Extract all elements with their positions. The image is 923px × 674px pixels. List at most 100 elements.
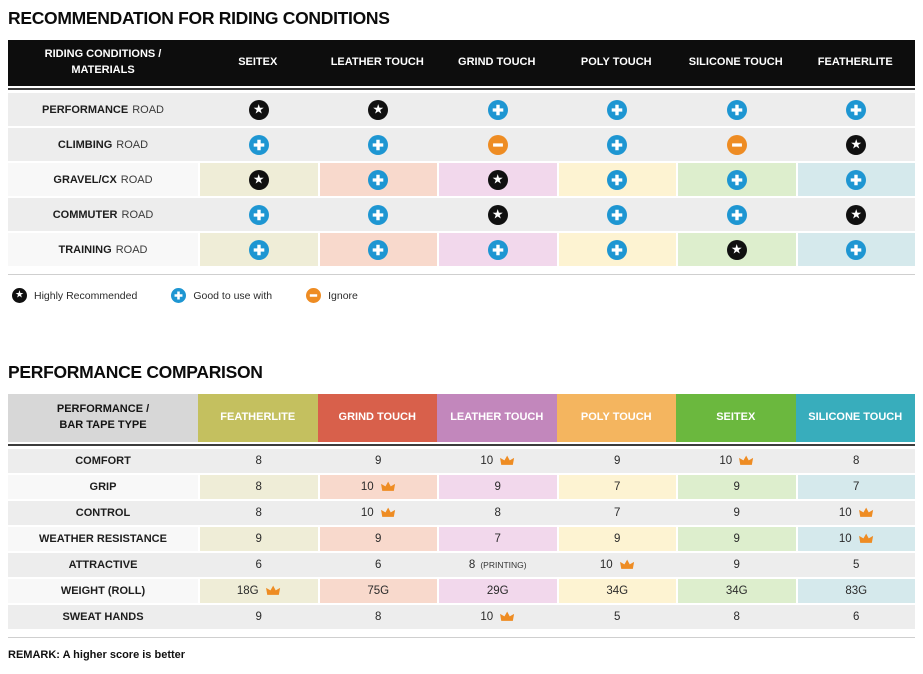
score-value: 10: [838, 533, 852, 545]
score-value: 9: [375, 455, 382, 467]
score-cell: 8: [200, 449, 318, 473]
recommendation-cell: [678, 93, 796, 126]
score-cell: 83G: [797, 579, 915, 603]
plus-icon: [487, 239, 508, 260]
score-value: 9: [614, 533, 621, 545]
table-row-weight-roll: WEIGHT (ROLL) 18G 75G 29G 34G 34G 83G: [8, 579, 915, 603]
score-cell: 10: [797, 527, 915, 551]
score-value: 18G: [236, 585, 259, 597]
score-value: 9: [255, 533, 262, 545]
row-label: GRIP: [8, 475, 198, 499]
recommendation-cell: [678, 198, 796, 231]
score-value: 9: [375, 533, 382, 545]
row-label: CLIMBING ROAD: [8, 128, 198, 161]
score-value: 10: [838, 507, 852, 519]
star-glyph: ★: [372, 101, 385, 117]
score-value: 10: [719, 455, 733, 467]
score-cell: 10: [798, 501, 916, 525]
plus-icon: [607, 169, 628, 190]
recommendation-cell: [439, 233, 557, 266]
row-label-strong: COMMUTER: [52, 208, 118, 221]
plus-icon: [368, 134, 389, 155]
table-row-climbing: CLIMBING ROAD ★: [8, 128, 915, 161]
star-icon: ★: [487, 204, 508, 225]
score-cell: 34G: [558, 579, 676, 603]
recommendation-cell: [200, 128, 318, 161]
score-cell: 7: [559, 501, 677, 525]
row-label: WEATHER RESISTANCE: [8, 527, 198, 551]
corner-header-line2: BAR TAPE TYPE: [59, 419, 147, 431]
score-cell: 7: [439, 527, 557, 551]
star-icon: ★: [846, 134, 867, 155]
recommendation-table: RIDING CONDITIONS / MATERIALS SEITEX LEAT…: [8, 40, 915, 303]
score-cell: 9: [678, 501, 796, 525]
column-header-grind-touch: GRIND TOUCH: [458, 56, 536, 69]
score-cell: 6: [200, 553, 318, 577]
comparison-table: PERFORMANCE / BAR TAPE TYPE FEATHERLITE G…: [8, 394, 915, 661]
row-label-light: ROAD: [116, 138, 149, 151]
crown-icon: [499, 455, 515, 469]
recommendation-cell: ★: [200, 93, 318, 126]
row-label-strong: PERFORMANCE: [42, 103, 129, 116]
table-row-training: TRAINING ROAD ★: [8, 233, 915, 266]
column-header-silicone-touch: SILICONE TOUCH: [795, 394, 915, 442]
score-cell: 8: [200, 475, 318, 499]
table-row-sweat-hands: SWEAT HANDS 9 8 10 5 8 6: [8, 605, 915, 629]
crown-icon: [738, 455, 754, 469]
row-label: ATTRACTIVE: [8, 553, 198, 577]
legend: ★ Highly Recommended Good to use with Ignor…: [8, 288, 915, 303]
score-value: 9: [255, 611, 262, 623]
star-icon: ★: [12, 288, 27, 303]
score-cell: 8: [200, 501, 318, 525]
plus-icon: [846, 169, 867, 190]
star-glyph: ★: [850, 136, 863, 152]
column-header-featherlite: FEATHERLITE: [817, 56, 893, 69]
score-value: 5: [853, 559, 860, 571]
score-cell: 9: [200, 605, 318, 629]
score-value: 8: [255, 507, 262, 519]
score-value: 10: [360, 507, 374, 519]
score-note: (PRINTING): [480, 560, 527, 570]
comparison-title: PERFORMANCE COMPARISON: [8, 362, 263, 382]
column-header-seitex: SEITEX: [238, 56, 278, 69]
recommendation-cell: ★: [798, 128, 916, 161]
score-cell: 8 (PRINTING): [439, 553, 557, 577]
row-label: COMMUTER ROAD: [8, 198, 198, 231]
recommendation-cell: [559, 198, 677, 231]
row-label-strong: COMFORT: [75, 455, 131, 467]
star-glyph: ★: [252, 101, 265, 117]
column-header-silicone-touch: SILICONE TOUCH: [688, 56, 783, 69]
star-glyph: ★: [491, 206, 504, 222]
corner-header-line2: MATERIALS: [71, 64, 135, 76]
star-glyph: ★: [15, 289, 24, 300]
column-header-grind-touch: GRIND TOUCH: [317, 394, 437, 442]
column-header-seitex: SEITEX: [676, 394, 796, 442]
star-icon: ★: [726, 239, 747, 260]
table-row-performance: PERFORMANCE ROAD ★ ★: [8, 93, 915, 126]
recommendation-cell: [319, 163, 437, 196]
table-row-comfort: COMFORT 8 9 10 9 10 8: [8, 449, 915, 473]
score-value: 8: [468, 559, 476, 571]
score-value: 6: [255, 559, 262, 571]
row-label-light: ROAD: [132, 103, 164, 116]
recommendation-cell: [797, 163, 915, 196]
recommendation-rows: PERFORMANCE ROAD ★ ★ CLIMBING ROAD ★ GRAVEL/CX R…: [8, 93, 915, 266]
minus-icon: [487, 134, 508, 155]
table-row-gravel-cx: GRAVEL/CX ROAD ★ ★: [8, 163, 915, 196]
plus-icon: [726, 204, 747, 225]
score-value: 34G: [606, 585, 629, 597]
score-value: 5: [614, 611, 621, 623]
score-value: 8: [375, 611, 382, 623]
score-value: 9: [733, 559, 740, 571]
plus-icon: [607, 204, 628, 225]
score-cell: 6: [320, 553, 438, 577]
table-bottom-divider: [8, 637, 915, 638]
score-cell: 8: [320, 605, 438, 629]
star-glyph: ★: [491, 171, 504, 187]
row-label-strong: CONTROL: [75, 507, 131, 519]
column-header-poly-touch: POLY TOUCH: [580, 56, 652, 69]
row-label: CONTROL: [8, 501, 198, 525]
plus-icon: [248, 204, 269, 225]
score-cell: 9: [319, 527, 437, 551]
score-value: 10: [480, 455, 494, 467]
